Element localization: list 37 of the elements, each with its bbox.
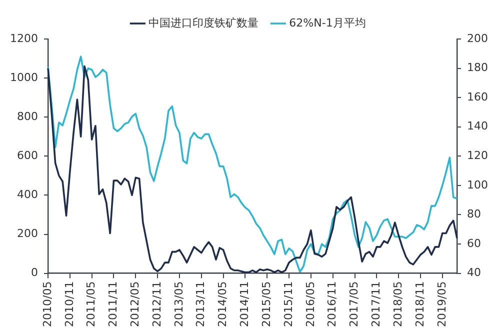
legend-label: 62%N-1月平均 [289,16,366,30]
y-tick-label: 1200 [10,32,38,45]
x-tick-label: 2010/05 [40,281,54,328]
y-tick-label: 800 [16,110,38,123]
x-tick-label: 2019/05 [435,281,448,328]
x-tick-label: 2017/11 [370,281,383,328]
y2-tick-label: 60 [467,236,482,250]
y2-tick-label: 120 [467,149,488,162]
x-tick-label: 2012/11 [150,281,164,328]
y2-tick-label: 200 [467,32,488,45]
y-tick-label: 200 [16,227,38,240]
x-tick-label: 2011/05 [84,281,98,328]
x-tick-label: 2012/05 [128,281,142,328]
y2-tick-label: 40 [467,266,482,280]
y-tick-label: 0 [30,266,38,280]
x-tick-label: 2018/05 [391,281,404,328]
y-tick-label: 600 [16,149,38,162]
x-tick-label: 2018/11 [413,281,426,328]
x-tick-label: 2013/05 [172,281,186,328]
x-tick-label: 2014/11 [238,281,252,328]
x-tick-label: 2016/05 [304,281,317,328]
x-tick-label: 2015/05 [260,281,273,328]
x-tick-label: 2015/11 [282,281,295,328]
x-tick-label: 2016/11 [326,281,339,328]
x-tick-label: 2014/05 [216,281,230,328]
y2-tick-label: 180 [467,61,488,74]
y2-tick-label: 140 [467,120,488,133]
legend-label: 中国进口印度铁矿数量 [148,16,259,30]
y-tick-label: 400 [16,188,38,202]
x-tick-label: 2010/11 [62,281,76,328]
y2-tick-label: 100 [467,178,488,192]
y2-tick-label: 80 [467,208,482,221]
y-tick-label: 1000 [10,70,38,84]
y2-tick-label: 160 [467,90,488,104]
x-tick-label: 2017/05 [348,281,361,328]
x-tick-label: 2011/11 [106,281,120,328]
x-tick-label: 2013/11 [194,281,208,328]
